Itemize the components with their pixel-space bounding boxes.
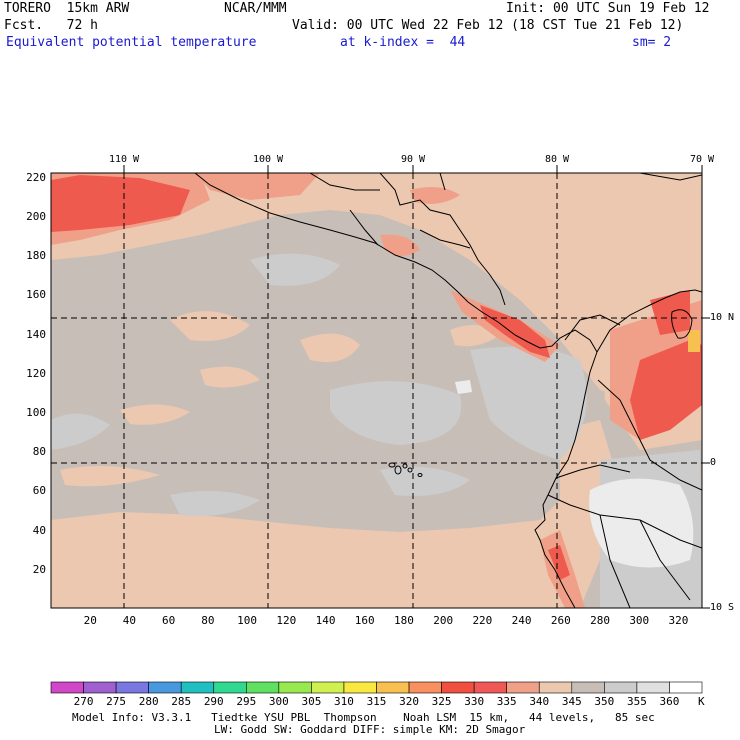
x-tick-label: 300 — [629, 614, 650, 627]
colorbar-swatch — [669, 681, 703, 694]
smoothing: sm= 2 — [632, 35, 672, 50]
x-tick-label: 200 — [433, 614, 454, 627]
lon-label: 80 W — [544, 154, 570, 165]
x-tick-label: 320 — [668, 614, 689, 627]
colorbar-label: 315 — [366, 695, 387, 708]
map-fields — [51, 173, 702, 608]
colorbar-swatch — [246, 681, 280, 694]
hot-spot — [688, 330, 700, 352]
colorbar-swatch — [278, 681, 312, 694]
colorbar-label: 305 — [301, 695, 322, 708]
colorbar-unit: K — [698, 695, 705, 708]
plot-frame — [50, 172, 703, 609]
colorbar-swatch — [636, 681, 670, 694]
y-tick-label: 200 — [26, 210, 46, 224]
forecast-hour: Fcst. 72 h — [4, 18, 98, 33]
valid-time: Valid: 00 UTC Wed 22 Feb 12 (18 CST Tue … — [292, 18, 684, 33]
colorbar-swatch — [376, 681, 410, 694]
field-name: Equivalent potential temperature — [6, 35, 257, 50]
warm-hot-regions — [51, 175, 702, 580]
colorbar-label: 285 — [171, 695, 192, 708]
x-tick-label: 220 — [472, 614, 493, 627]
colorbar-label: 345 — [561, 695, 582, 708]
y-tick-label: 80 — [32, 445, 46, 459]
colorbar-swatch — [148, 681, 182, 694]
y-tick-label: 60 — [32, 484, 46, 498]
colorbar — [50, 681, 703, 694]
colorbar-label: 335 — [496, 695, 517, 708]
colorbar-label: 300 — [268, 695, 289, 708]
colorbar-label: 290 — [203, 695, 224, 708]
colorbar-label: 310 — [334, 695, 354, 708]
colorbar-swatch — [83, 681, 117, 694]
colorbar-swatch — [571, 681, 605, 694]
coastlines — [194, 173, 702, 608]
colorbar-label: 270 — [73, 695, 94, 708]
x-tick-label: 280 — [590, 614, 610, 627]
y-tick-label: 100 — [26, 406, 46, 420]
x-tick-label: 80 — [201, 614, 215, 627]
lon-label: 90 W — [400, 154, 426, 165]
lat-label: 10 S — [710, 602, 735, 613]
colorbar-swatch — [115, 681, 149, 694]
colorbar-label: 275 — [106, 695, 127, 708]
colorbar-swatch — [473, 681, 507, 694]
colorbar-swatch — [311, 681, 345, 694]
lon-label: 110 W — [108, 154, 140, 165]
y-tick-label: 120 — [26, 366, 46, 380]
x-tick-label: 180 — [394, 614, 414, 627]
colorbar-swatch — [50, 681, 84, 694]
model-info-line1: Model Info: V3.3.1 Tiedtke YSU PBL Thomp… — [72, 711, 655, 724]
colorbar-label: 355 — [626, 695, 647, 708]
init-time: Init: 00 UTC Sun 19 Feb 12 — [506, 1, 710, 16]
colorbar-label: 360 — [659, 695, 680, 708]
x-tick-label: 60 — [162, 614, 176, 627]
y-tick-label: 20 — [32, 562, 46, 576]
model-info-line2: LW: Godd SW: Goddard DIFF: simple KM: 2D… — [214, 723, 526, 736]
x-tick-label: 160 — [354, 614, 375, 627]
lon-label: 100 W — [252, 154, 284, 165]
y-tick-label: 180 — [26, 249, 46, 263]
colorbar-swatch — [408, 681, 442, 694]
colorbar-swatch — [506, 681, 540, 694]
y-tick-label: 160 — [26, 288, 46, 302]
colorbar-label: 340 — [529, 695, 550, 708]
x-tick-label: 40 — [122, 614, 137, 627]
colorbar-label: 350 — [594, 695, 615, 708]
y-tick-label: 220 — [26, 170, 46, 184]
x-tick-label: 240 — [511, 614, 532, 627]
x-tick-label: 100 — [237, 614, 258, 627]
y-tick-label: 140 — [26, 327, 46, 341]
x-tick-label: 140 — [315, 614, 336, 627]
model-name: TORERO 15km ARW — [4, 1, 130, 16]
x-tick-label: 20 — [83, 614, 97, 627]
y-tick-label: 40 — [32, 523, 46, 537]
colorbar-swatch — [343, 681, 377, 694]
level-index: at k-index = 44 — [340, 35, 466, 50]
colorbar-label: 330 — [464, 695, 485, 708]
colorbar-label: 325 — [431, 695, 452, 708]
lon-label: 70 W — [689, 154, 715, 165]
lat-label: 0 — [710, 457, 717, 468]
colorbar-label: 295 — [236, 695, 257, 708]
latlon-grid — [51, 173, 702, 608]
colorbar-swatch — [180, 681, 215, 694]
colorbar-label: 320 — [399, 695, 419, 708]
colorbar-swatch — [213, 681, 247, 694]
colorbar-swatch — [538, 681, 573, 694]
x-tick-label: 260 — [550, 614, 571, 627]
lat-label: 10 N — [710, 312, 735, 323]
organization: NCAR/MMM — [224, 1, 287, 16]
colorbar-swatch — [604, 681, 638, 694]
frame-ticks — [123, 165, 710, 609]
colorbar-label: 280 — [138, 695, 159, 708]
colorbar-swatch — [441, 681, 475, 694]
x-tick-label: 120 — [276, 614, 297, 627]
